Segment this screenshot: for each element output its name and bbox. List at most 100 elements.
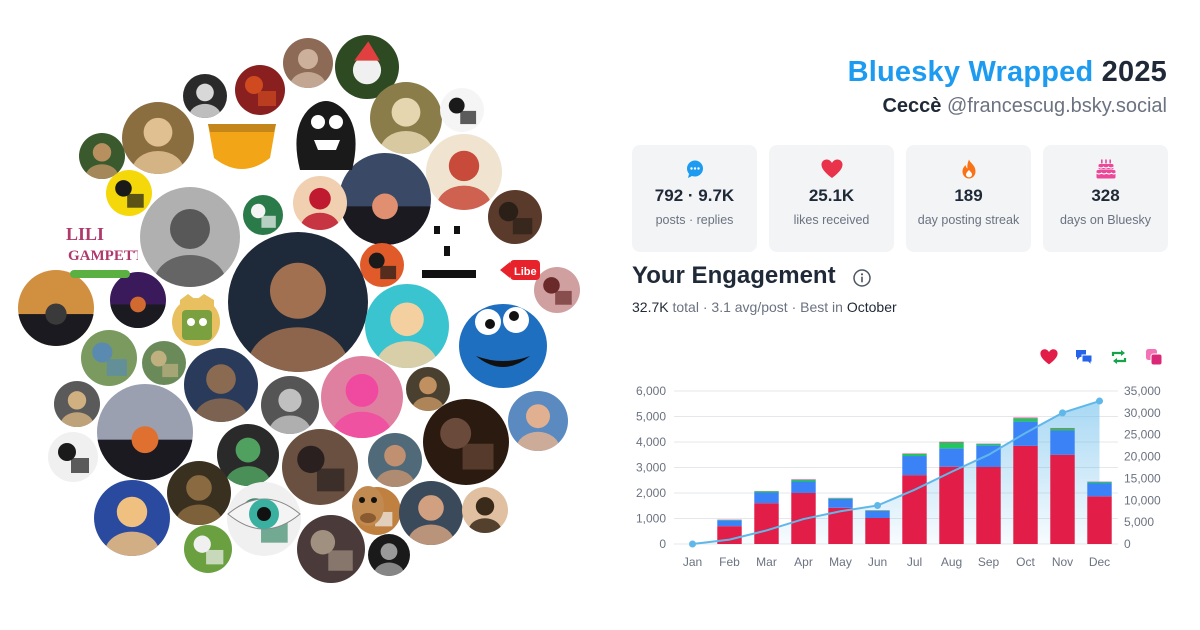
repost-icon <box>1111 350 1127 364</box>
engagement-average: 3.1 avg/post <box>711 299 788 315</box>
follower-avatar <box>360 243 404 287</box>
stat-label: day posting streak <box>917 213 1020 227</box>
sticker-logo-text: LILI GAMPETTE <box>64 212 154 282</box>
follower-avatar <box>282 429 358 505</box>
bar-replies <box>1087 483 1112 497</box>
follower-avatar <box>335 35 399 99</box>
legend-likes[interactable] <box>1040 348 1058 366</box>
legend-replies[interactable] <box>1075 348 1093 367</box>
follower-avatar <box>122 102 194 174</box>
engagement-title: Your Engagement <box>632 262 836 289</box>
legend-quotes[interactable] <box>1145 348 1163 366</box>
replies-icon <box>1076 350 1093 367</box>
bar-quotes <box>902 453 927 454</box>
y-tick-label: 1,000 <box>636 512 666 526</box>
bar-quotes <box>939 441 964 443</box>
cake-icon <box>1095 159 1116 179</box>
cumulative-point <box>1059 409 1066 417</box>
bar-reposts <box>1087 481 1112 484</box>
x-tick-label: May <box>829 555 852 569</box>
x-tick-label: Nov <box>1052 555 1073 569</box>
y2-tick-label: 30,000 <box>1124 406 1161 420</box>
x-tick-label: Jul <box>907 555 922 569</box>
bar-likes <box>754 503 779 544</box>
stat-value: 25.1K <box>808 186 855 205</box>
follower-avatar <box>48 432 98 482</box>
follower-avatar <box>81 330 137 386</box>
x-tick-label: Sep <box>978 555 1000 569</box>
sticker-shorts <box>204 118 280 180</box>
y-tick-label: 0 <box>659 537 666 551</box>
follower-avatar <box>297 515 365 583</box>
follower-avatar <box>261 376 319 434</box>
stat-card-likes: 25.1K likes received <box>769 145 894 252</box>
y2-tick-label: 0 <box>1124 537 1131 551</box>
stats-row: 792 · 9.7K posts · replies 25.1K likes r… <box>632 145 1168 252</box>
bar-reposts <box>939 442 964 449</box>
bar-reposts <box>791 479 816 482</box>
x-tick-label: Jun <box>868 555 887 569</box>
x-tick-label: Mar <box>756 555 777 569</box>
follower-avatar <box>368 433 422 487</box>
sticker-cartoon <box>174 292 220 344</box>
follower-avatar <box>462 487 508 533</box>
bar-quotes <box>791 479 816 480</box>
y-tick-label: 5,000 <box>636 410 666 424</box>
y-tick-label: 3,000 <box>636 461 666 475</box>
x-tick-label: Jan <box>683 555 702 569</box>
bar-replies <box>1050 430 1075 455</box>
follower-avatar <box>321 356 403 438</box>
info-icon[interactable] <box>852 268 872 288</box>
y2-tick-label: 25,000 <box>1124 428 1161 442</box>
bar-reposts <box>828 498 853 499</box>
stat-label: likes received <box>793 213 870 227</box>
bar-likes <box>1087 496 1112 544</box>
cumulative-area <box>692 401 1100 544</box>
bar-replies <box>754 492 779 504</box>
follower-avatar <box>426 134 502 210</box>
stat-value: 189 <box>954 186 983 205</box>
x-tick-label: Aug <box>941 555 962 569</box>
cumulative-point <box>1096 397 1103 405</box>
bar-reposts <box>754 491 779 493</box>
sticker-eye <box>226 490 302 538</box>
stat-label: posts · replies <box>655 213 734 227</box>
best-month: October <box>846 299 897 315</box>
follower-avatar <box>235 65 285 115</box>
follower-avatar <box>167 461 231 525</box>
bar-likes <box>976 466 1001 544</box>
svg-text:GAMPETTE: GAMPETTE <box>68 248 138 264</box>
stat-label: days on Bluesky <box>1059 213 1152 227</box>
bar-reposts <box>902 453 927 457</box>
svg-text:LILI: LILI <box>66 224 104 244</box>
y2-tick-label: 5,000 <box>1124 515 1154 529</box>
chart-legend <box>1040 348 1163 367</box>
bar-replies <box>791 481 816 493</box>
brand-name: Bluesky Wrapped <box>847 56 1094 88</box>
quote-icon <box>1146 349 1163 366</box>
follower-avatar <box>368 534 410 576</box>
legend-reposts[interactable] <box>1110 348 1128 366</box>
stat-card-streak: 189 day posting streak <box>906 145 1031 252</box>
stat-card-posts: 792 · 9.7K posts · replies <box>632 145 757 252</box>
follower-avatar <box>423 399 509 485</box>
sticker-blue-monster <box>456 294 550 390</box>
bar-reposts <box>865 510 890 511</box>
bar-reposts <box>1050 428 1075 431</box>
follower-avatar <box>183 74 227 118</box>
stat-value: 328 <box>1091 186 1120 205</box>
follower-avatar <box>94 480 170 556</box>
bar-replies <box>865 510 890 518</box>
follower-avatar <box>18 270 94 346</box>
engagement-total: 32.7K <box>632 299 669 315</box>
x-tick-label: Apr <box>794 555 813 569</box>
follower-avatar <box>97 384 193 480</box>
y2-tick-label: 15,000 <box>1124 471 1161 485</box>
cumulative-point <box>689 540 696 548</box>
x-tick-label: Dec <box>1089 555 1110 569</box>
heart-icon <box>1040 349 1058 365</box>
bar-reposts <box>1013 418 1038 422</box>
speech-bubble-icon <box>686 160 703 178</box>
engagement-total-label: total <box>672 299 699 315</box>
follower-avatar <box>184 348 258 422</box>
